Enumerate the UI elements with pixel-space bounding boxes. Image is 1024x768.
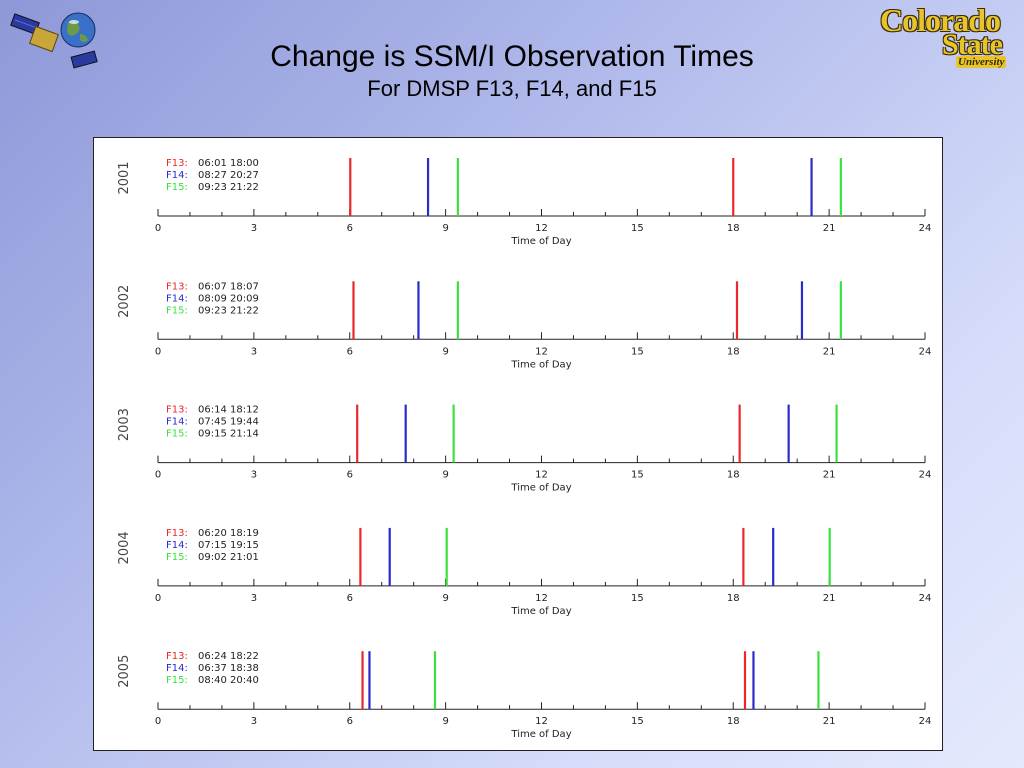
x-tick-label-2002-0: 0 (155, 346, 161, 357)
legend-times-f14-2002: 08:09 20:09 (198, 293, 259, 304)
x-tick-label-2005-3: 3 (251, 716, 257, 727)
logo-line-2: State (942, 28, 1003, 61)
x-tick-label-2003-24: 24 (919, 470, 932, 481)
x-tick-label-2005-12: 12 (535, 716, 548, 727)
x-tick-label-2002-15: 15 (631, 346, 644, 357)
x-axis-label-2002: Time of Day (510, 359, 571, 370)
x-tick-label-2001-12: 12 (535, 223, 548, 234)
year-label-2002: 2002 (117, 285, 132, 318)
x-tick-label-2001-3: 3 (251, 223, 257, 234)
x-tick-label-2001-0: 0 (155, 223, 161, 234)
x-tick-label-2002-18: 18 (727, 346, 740, 357)
x-tick-label-2003-6: 6 (347, 470, 353, 481)
x-tick-label-2005-9: 9 (442, 716, 448, 727)
x-tick-label-2003-9: 9 (442, 470, 448, 481)
x-tick-label-2005-0: 0 (155, 716, 161, 727)
x-tick-label-2002-24: 24 (919, 346, 932, 357)
x-tick-label-2001-21: 21 (823, 223, 836, 234)
legend-label-f14-2004: F14: (166, 540, 188, 551)
x-tick-label-2002-12: 12 (535, 346, 548, 357)
legend-times-f13-2001: 06:01 18:00 (198, 158, 259, 169)
logo-line-1: Colorado (880, 2, 1001, 38)
title-block: Change is SSM/I Observation Times For DM… (0, 38, 1024, 102)
legend-label-f15-2002: F15: (166, 305, 188, 316)
x-tick-label-2004-21: 21 (823, 593, 836, 604)
legend-label-f13-2003: F13: (166, 405, 188, 416)
x-tick-label-2004-24: 24 (919, 593, 932, 604)
x-tick-label-2004-9: 9 (442, 593, 448, 604)
legend-label-f15-2005: F15: (166, 675, 188, 686)
legend-times-f14-2004: 07:15 19:15 (198, 540, 259, 551)
x-tick-label-2002-21: 21 (823, 346, 836, 357)
legend-times-f14-2003: 07:45 19:44 (198, 417, 259, 428)
x-tick-label-2004-12: 12 (535, 593, 548, 604)
satellite-globe-icon (10, 8, 102, 70)
legend-times-f13-2003: 06:14 18:12 (198, 405, 259, 416)
x-axis-label-2004: Time of Day (510, 606, 571, 617)
legend-label-f13-2004: F13: (166, 528, 188, 539)
x-tick-label-2003-15: 15 (631, 470, 644, 481)
year-label-2004: 2004 (117, 531, 132, 564)
logo-line-3: University (956, 56, 1007, 68)
x-tick-label-2004-15: 15 (631, 593, 644, 604)
x-tick-label-2002-3: 3 (251, 346, 257, 357)
legend-times-f15-2002: 09:23 21:22 (198, 305, 259, 316)
x-axis-label-2005: Time of Day (510, 729, 571, 740)
legend-times-f13-2002: 06:07 18:07 (198, 281, 259, 292)
x-tick-label-2001-9: 9 (442, 223, 448, 234)
x-tick-label-2005-6: 6 (347, 716, 353, 727)
legend-times-f14-2001: 08:27 20:27 (198, 170, 259, 181)
legend-label-f13-2001: F13: (166, 158, 188, 169)
x-tick-label-2005-15: 15 (631, 716, 644, 727)
legend-label-f15-2004: F15: (166, 552, 188, 563)
legend-label-f14-2001: F14: (166, 170, 188, 181)
legend-times-f15-2005: 08:40 20:40 (198, 675, 259, 686)
x-tick-label-2003-21: 21 (823, 470, 836, 481)
x-tick-label-2002-6: 6 (347, 346, 353, 357)
x-tick-label-2003-0: 0 (155, 470, 161, 481)
legend-label-f14-2003: F14: (166, 417, 188, 428)
legend-times-f13-2005: 06:24 18:22 (198, 651, 259, 662)
legend-times-f15-2001: 09:23 21:22 (198, 182, 259, 193)
x-tick-label-2001-24: 24 (919, 223, 932, 234)
x-tick-label-2005-18: 18 (727, 716, 740, 727)
legend-times-f15-2004: 09:02 21:01 (198, 552, 259, 563)
x-tick-label-2001-6: 6 (347, 223, 353, 234)
university-logo: Colorado State University (872, 2, 1022, 72)
legend-times-f14-2005: 06:37 18:38 (198, 663, 259, 674)
page-title: Change is SSM/I Observation Times (270, 40, 754, 73)
legend-label-f13-2005: F13: (166, 651, 188, 662)
legend-label-f13-2002: F13: (166, 281, 188, 292)
x-tick-label-2003-12: 12 (535, 470, 548, 481)
legend-label-f15-2001: F15: (166, 182, 188, 193)
x-tick-label-2004-18: 18 (727, 593, 740, 604)
x-tick-label-2001-15: 15 (631, 223, 644, 234)
x-tick-label-2004-3: 3 (251, 593, 257, 604)
x-tick-label-2004-6: 6 (347, 593, 353, 604)
year-label-2003: 2003 (117, 408, 132, 441)
x-tick-label-2005-21: 21 (823, 716, 836, 727)
legend-times-f13-2004: 06:20 18:19 (198, 528, 259, 539)
page-subtitle: For DMSP F13, F14, and F15 (367, 76, 657, 101)
x-tick-label-2004-0: 0 (155, 593, 161, 604)
year-label-2005: 2005 (117, 655, 132, 688)
legend-label-f14-2002: F14: (166, 293, 188, 304)
chart-frame: 2001 F13: 06:01 18:00 F14: 08:27 20:27 F15: 09… (93, 137, 943, 751)
x-tick-label-2005-24: 24 (919, 716, 932, 727)
year-label-2001: 2001 (117, 161, 132, 194)
legend-times-f15-2003: 09:15 21:14 (198, 429, 259, 440)
x-axis-label-2003: Time of Day (510, 483, 571, 494)
legend-label-f14-2005: F14: (166, 663, 188, 674)
legend-label-f15-2003: F15: (166, 429, 188, 440)
x-tick-label-2003-18: 18 (727, 470, 740, 481)
x-tick-label-2001-18: 18 (727, 223, 740, 234)
x-axis-label-2001: Time of Day (510, 236, 571, 247)
x-tick-label-2002-9: 9 (442, 346, 448, 357)
x-tick-label-2003-3: 3 (251, 470, 257, 481)
